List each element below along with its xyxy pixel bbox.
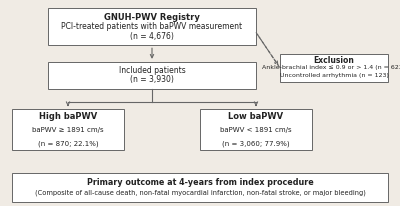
Text: (n = 4,676): (n = 4,676) <box>130 32 174 41</box>
Text: Primary outcome at 4-years from index procedure: Primary outcome at 4-years from index pr… <box>87 178 313 187</box>
Text: Included patients: Included patients <box>119 66 185 75</box>
Text: (Composite of all-cause death, non-fatal myocardial infarction, non-fatal stroke: (Composite of all-cause death, non-fatal… <box>34 189 366 195</box>
Text: Low baPWV: Low baPWV <box>228 111 284 121</box>
Text: baPWV ≥ 1891 cm/s: baPWV ≥ 1891 cm/s <box>32 127 104 133</box>
FancyBboxPatch shape <box>48 8 256 45</box>
Text: Exclusion: Exclusion <box>314 56 354 65</box>
FancyBboxPatch shape <box>200 109 312 150</box>
FancyBboxPatch shape <box>48 62 256 89</box>
FancyBboxPatch shape <box>280 54 388 82</box>
FancyBboxPatch shape <box>12 109 124 150</box>
Text: baPWV < 1891 cm/s: baPWV < 1891 cm/s <box>220 127 292 133</box>
Text: PCI-treated patients with baPWV measurement: PCI-treated patients with baPWV measurem… <box>62 22 242 31</box>
Text: Ankle-brachial index ≤ 0.9 or > 1.4 (n = 623): Ankle-brachial index ≤ 0.9 or > 1.4 (n =… <box>262 66 400 70</box>
Text: Uncontrolled arrhythmia (n = 123): Uncontrolled arrhythmia (n = 123) <box>280 73 388 78</box>
Text: (n = 3,930): (n = 3,930) <box>130 75 174 84</box>
FancyBboxPatch shape <box>12 173 388 202</box>
Text: (n = 3,060; 77.9%): (n = 3,060; 77.9%) <box>222 140 290 147</box>
Text: (n = 870; 22.1%): (n = 870; 22.1%) <box>38 140 98 147</box>
Text: High baPWV: High baPWV <box>39 111 97 121</box>
Text: GNUH-PWV Registry: GNUH-PWV Registry <box>104 13 200 22</box>
